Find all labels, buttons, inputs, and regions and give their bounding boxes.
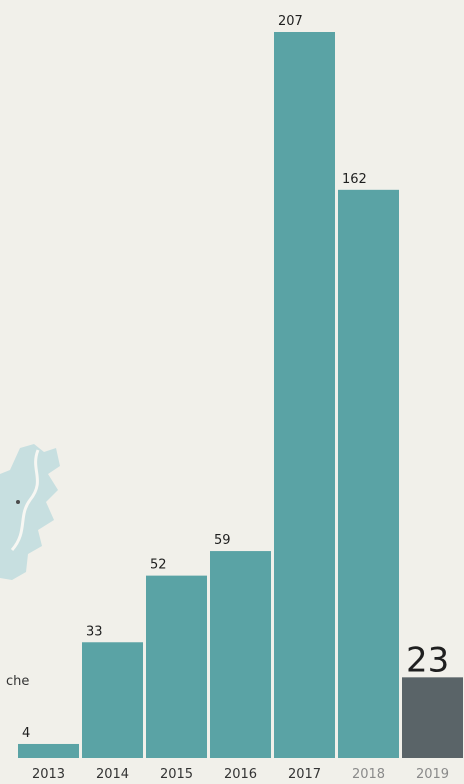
value-label-2014: 33	[86, 624, 103, 639]
bar-2019	[402, 677, 463, 758]
bar-2016	[210, 551, 271, 758]
tick-label-2016: 2016	[224, 767, 257, 782]
bar-2017	[274, 32, 335, 758]
value-label-2015: 52	[150, 558, 167, 573]
bar-2014	[82, 642, 143, 758]
tick-label-2018: 2018	[352, 767, 385, 782]
value-labels-layer: 4 33 52 59 207 162 23	[22, 14, 449, 741]
bar-2015	[146, 575, 207, 758]
value-label-2018: 162	[342, 172, 367, 187]
value-label-2017: 207	[278, 14, 303, 29]
tick-label-2014: 2014	[96, 767, 129, 782]
value-label-2016: 59	[214, 533, 231, 548]
bar-2018	[338, 189, 399, 759]
tick-label-2017: 2017	[288, 767, 321, 782]
map-fragment-icon	[0, 444, 60, 580]
tick-label-2015: 2015	[160, 767, 193, 782]
tick-label-2019: 2019	[416, 767, 449, 782]
x-axis-labels-layer: 2013 2014 2015 2016 2017 2018 2019	[32, 767, 449, 782]
bars-layer	[18, 32, 463, 759]
value-label-2013: 4	[22, 726, 30, 741]
bar-2013	[18, 743, 79, 758]
side-text-fragment: che	[6, 674, 30, 689]
value-label-2019: 23	[406, 640, 449, 680]
tick-label-2013: 2013	[32, 767, 65, 782]
